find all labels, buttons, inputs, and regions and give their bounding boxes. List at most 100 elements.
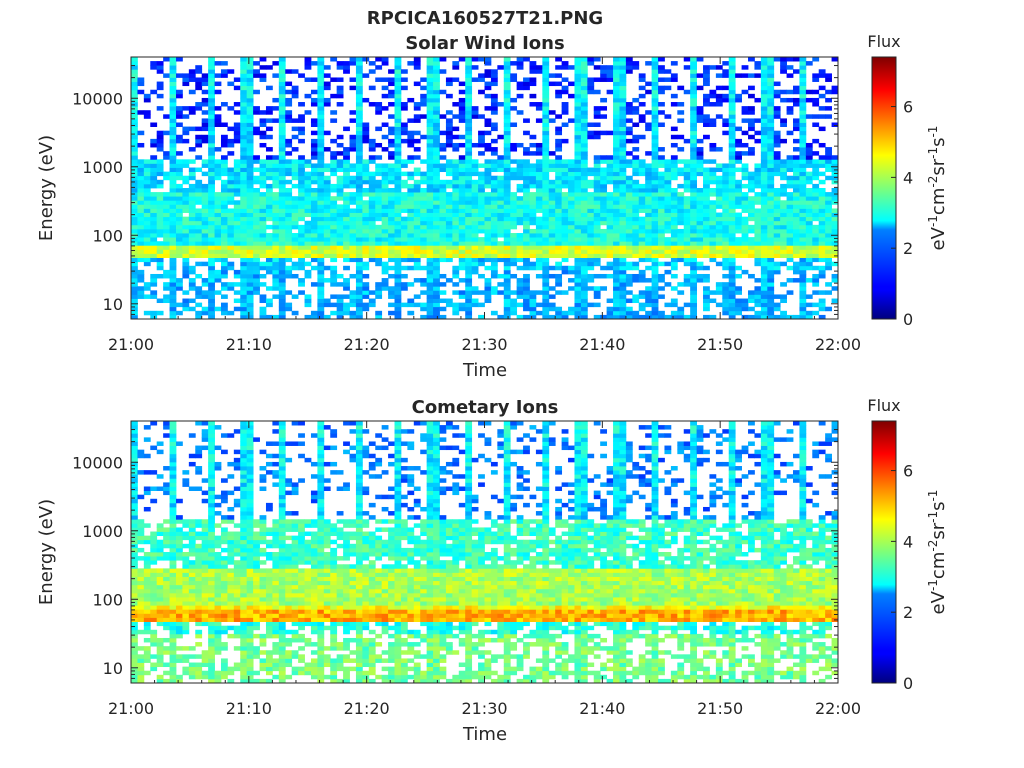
solar-wind-flux-cell: [343, 175, 350, 181]
solar-wind-flux-cell: [574, 155, 582, 160]
solar-wind-flux-cell: [490, 224, 498, 230]
solar-wind-flux-cell: [728, 163, 736, 168]
solar-wind-flux-cell: [381, 286, 389, 291]
solar-wind-flux-cell: [812, 273, 820, 279]
solar-wind-flux-cell: [343, 196, 350, 201]
solar-wind-flux-cell: [619, 77, 627, 82]
solar-wind-flux-cell: [175, 208, 183, 213]
solar-wind-flux-cell: [728, 196, 736, 201]
solar-wind-flux-cell: [555, 290, 563, 295]
solar-wind-flux-cell: [799, 159, 807, 164]
solar-wind-flux-cell: [465, 134, 473, 140]
solar-wind-x-tick-label: 21:30: [461, 335, 507, 354]
solar-wind-flux-cell: [182, 237, 190, 242]
solar-wind-flux-cell: [523, 147, 530, 152]
solar-wind-flux-cell: [240, 216, 248, 222]
solar-wind-flux-cell: [645, 151, 653, 156]
solar-wind-flux-cell: [613, 134, 620, 140]
solar-wind-flux-cell: [490, 151, 498, 156]
solar-wind-flux-cell: [728, 188, 736, 193]
solar-wind-flux-cell: [561, 265, 569, 271]
solar-wind-flux-cell: [799, 134, 807, 140]
solar-wind-flux-cell: [143, 175, 151, 181]
solar-wind-flux-cell: [516, 65, 524, 70]
solar-wind-flux-cell: [253, 110, 260, 115]
solar-wind-flux-cell: [490, 196, 498, 201]
solar-wind-flux-cell: [535, 261, 543, 267]
solar-wind-flux-cell: [278, 249, 286, 254]
solar-wind-flux-cell: [343, 302, 350, 308]
solar-wind-flux-cell: [272, 286, 280, 291]
solar-wind-flux-cell: [285, 200, 293, 205]
solar-wind-flux-cell: [246, 286, 254, 291]
solar-wind-flux-cell: [690, 89, 697, 95]
solar-wind-flux-cell: [658, 192, 665, 197]
solar-wind-flux-cell: [208, 310, 215, 316]
solar-wind-flux-cell: [317, 65, 325, 70]
solar-wind-flux-cell: [632, 155, 640, 160]
solar-wind-flux-cell: [535, 69, 543, 74]
solar-wind-flux-cell: [317, 126, 325, 132]
solar-wind-flux-cell: [690, 175, 697, 181]
solar-wind-flux-cell: [760, 155, 768, 160]
solar-wind-flux-cell: [715, 200, 723, 205]
solar-wind-flux-cell: [265, 163, 273, 168]
solar-wind-flux-cell: [407, 171, 415, 177]
solar-wind-flux-cell: [587, 237, 595, 242]
solar-wind-flux-cell: [368, 237, 376, 242]
solar-wind-flux-cell: [831, 85, 838, 91]
solar-wind-flux-cell: [278, 314, 286, 319]
solar-wind-flux-cell: [760, 216, 768, 222]
solar-wind-flux-cell: [388, 192, 395, 197]
solar-wind-flux-cell: [143, 220, 151, 226]
solar-wind-flux-cell: [696, 159, 704, 164]
solar-wind-flux-cell: [651, 77, 659, 82]
solar-wind-flux-cell: [651, 204, 659, 209]
solar-wind-flux-cell: [490, 110, 498, 115]
solar-wind-x-tick-label: 21:50: [697, 335, 743, 354]
cometary-flux-cell: [131, 527, 138, 532]
solar-wind-flux-cell: [793, 265, 800, 271]
solar-wind-flux-cell: [278, 126, 286, 132]
solar-wind-flux-cell: [330, 163, 338, 168]
solar-wind-flux-cell: [780, 237, 787, 242]
cometary-flux-cell: [131, 670, 138, 676]
solar-wind-flux-cell: [593, 77, 601, 82]
solar-wind-flux-cell: [568, 175, 575, 181]
solar-wind-flux-cell: [478, 241, 485, 246]
solar-wind-flux-cell: [407, 138, 415, 144]
solar-wind-flux-cell: [600, 204, 608, 209]
solar-wind-flux-cell: [709, 290, 717, 295]
solar-wind-flux-cell: [670, 77, 678, 82]
solar-wind-flux-cell: [368, 85, 376, 91]
solar-wind-flux-cell: [638, 257, 646, 263]
solar-wind-flux-cell: [555, 228, 563, 234]
solar-wind-flux-cell: [452, 61, 460, 66]
solar-wind-flux-cell: [278, 85, 286, 91]
solar-wind-flux-cell: [182, 233, 190, 238]
solar-wind-flux-cell: [458, 106, 466, 111]
solar-wind-flux-cell: [407, 220, 415, 226]
solar-wind-flux-cell: [407, 298, 415, 304]
solar-wind-flux-cell: [600, 196, 608, 201]
solar-wind-flux-cell: [670, 126, 678, 132]
solar-wind-flux-cell: [240, 179, 248, 185]
solar-wind-flux-cell: [169, 216, 177, 222]
solar-wind-flux-cell: [625, 216, 633, 222]
solar-wind-flux-cell: [645, 286, 653, 291]
solar-wind-flux-cell: [465, 77, 473, 82]
solar-wind-flux-cell: [240, 65, 248, 70]
solar-wind-flux-cell: [150, 212, 158, 218]
solar-wind-flux-cell: [343, 159, 350, 164]
solar-wind-flux-cell: [523, 57, 530, 62]
solar-wind-flux-cell: [574, 151, 582, 156]
cometary-flux-cell: [131, 433, 138, 438]
solar-wind-flux-cell: [278, 286, 286, 291]
solar-wind-flux-cell: [368, 212, 376, 218]
solar-wind-flux-cell: [651, 106, 659, 111]
solar-wind-flux-cell: [574, 122, 582, 127]
solar-wind-flux-cell: [690, 134, 697, 140]
solar-wind-flux-cell: [645, 294, 653, 299]
